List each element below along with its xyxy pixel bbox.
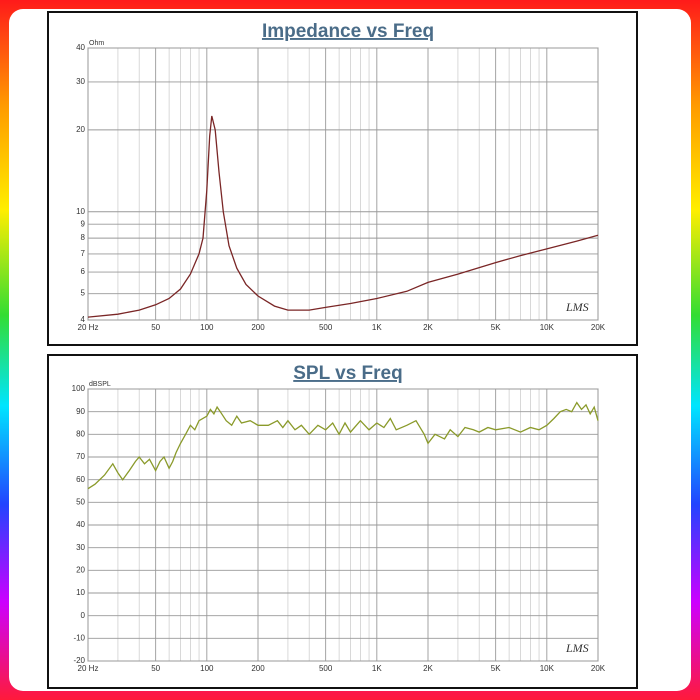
- x-tick-label: 10K: [540, 323, 555, 332]
- y-unit: Ohm: [89, 40, 104, 47]
- y-tick-label: 10: [76, 207, 85, 216]
- chart-title: SPL vs Freq: [293, 363, 402, 384]
- y-tick-label: 5: [81, 289, 86, 298]
- x-tick-label: 20 Hz: [78, 664, 99, 673]
- data-line: [87, 115, 599, 318]
- x-tick-label: 50: [151, 664, 160, 673]
- y-tick-label: 10: [76, 588, 85, 597]
- x-tick-label: 20K: [591, 664, 606, 673]
- x-tick-label: 20 Hz: [78, 323, 99, 332]
- watermark: LMS: [565, 300, 589, 314]
- x-tick-label: 2K: [423, 664, 433, 673]
- plot-area: [87, 47, 599, 321]
- x-tick-label: 1K: [372, 664, 382, 673]
- x-tick-label: 500: [319, 664, 333, 673]
- y-tick-label: 7: [81, 249, 86, 258]
- y-tick-label: 70: [76, 452, 85, 461]
- y-tick-label: 100: [72, 384, 86, 393]
- y-tick-label: -20: [73, 656, 85, 665]
- y-tick-label: 20: [76, 125, 85, 134]
- y-tick-label: 30: [76, 77, 85, 86]
- y-tick-label: 50: [76, 497, 85, 506]
- x-tick-label: 1K: [372, 323, 382, 332]
- x-tick-label: 100: [200, 664, 214, 673]
- x-tick-label: 5K: [491, 323, 501, 332]
- x-tick-label: 20K: [591, 323, 606, 332]
- y-tick-label: 40: [76, 43, 85, 52]
- y-unit: dBSPL: [89, 381, 111, 388]
- x-tick-label: 5K: [491, 664, 501, 673]
- y-tick-label: 0: [81, 611, 86, 620]
- y-tick-label: 20: [76, 565, 85, 574]
- data-line: [87, 401, 599, 490]
- x-tick-label: 500: [319, 323, 333, 332]
- chart-title: Impedance vs Freq: [262, 21, 434, 42]
- x-tick-label: 200: [251, 323, 265, 332]
- x-tick-label: 50: [151, 323, 160, 332]
- y-tick-label: 4: [81, 315, 86, 324]
- x-tick-label: 100: [200, 323, 214, 332]
- y-tick-label: 40: [76, 520, 85, 529]
- watermark: LMS: [565, 641, 589, 655]
- y-tick-label: 90: [76, 407, 85, 416]
- y-tick-label: 8: [81, 233, 86, 242]
- y-tick-label: 6: [81, 267, 86, 276]
- x-tick-label: 10K: [540, 664, 555, 673]
- y-tick-label: 30: [76, 543, 85, 552]
- y-tick-label: 60: [76, 475, 85, 484]
- x-tick-label: 200: [251, 664, 265, 673]
- y-tick-label: -10: [73, 633, 85, 642]
- y-tick-label: 9: [81, 219, 86, 228]
- y-tick-label: 80: [76, 429, 85, 438]
- x-tick-label: 2K: [423, 323, 433, 332]
